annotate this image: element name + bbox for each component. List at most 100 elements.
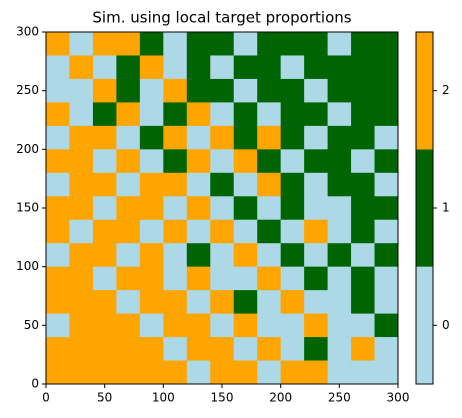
cell bbox=[257, 313, 282, 338]
cell bbox=[327, 78, 352, 103]
cell bbox=[139, 360, 164, 385]
cell bbox=[116, 55, 141, 80]
cell bbox=[374, 219, 399, 244]
cell bbox=[304, 219, 329, 244]
cell bbox=[233, 337, 258, 362]
cell bbox=[163, 55, 188, 80]
cell bbox=[233, 32, 258, 56]
cell bbox=[69, 337, 94, 362]
cell bbox=[163, 243, 188, 268]
cell bbox=[92, 102, 117, 127]
cell bbox=[69, 219, 94, 244]
cell bbox=[92, 78, 117, 103]
cell bbox=[69, 266, 94, 291]
cell bbox=[210, 219, 235, 244]
cell bbox=[116, 102, 141, 127]
cell bbox=[69, 290, 94, 315]
cell bbox=[46, 149, 70, 174]
cell bbox=[304, 172, 329, 197]
y-tick-label: 50 bbox=[24, 318, 39, 332]
cell bbox=[280, 290, 305, 315]
cell bbox=[69, 55, 94, 80]
cell bbox=[280, 337, 305, 362]
cell bbox=[257, 360, 282, 385]
cell bbox=[210, 337, 235, 362]
cell bbox=[257, 172, 282, 197]
cell bbox=[374, 196, 399, 221]
x-tick-label: 300 bbox=[387, 391, 410, 405]
cell bbox=[116, 290, 141, 315]
cell bbox=[163, 219, 188, 244]
cell bbox=[163, 32, 188, 56]
colorbar-tick-label: 0 bbox=[442, 318, 450, 332]
cell bbox=[92, 32, 117, 56]
cell bbox=[163, 313, 188, 338]
cell bbox=[116, 243, 141, 268]
cell bbox=[374, 78, 399, 103]
cell bbox=[46, 102, 70, 127]
cell bbox=[210, 243, 235, 268]
cell bbox=[351, 337, 376, 362]
cell bbox=[257, 78, 282, 103]
cell bbox=[210, 313, 235, 338]
cell bbox=[186, 32, 211, 56]
cell bbox=[351, 125, 376, 150]
cell bbox=[233, 219, 258, 244]
cell bbox=[163, 266, 188, 291]
cell bbox=[116, 196, 141, 221]
cell bbox=[280, 32, 305, 56]
cell bbox=[46, 219, 70, 244]
cell bbox=[139, 125, 164, 150]
cell bbox=[233, 196, 258, 221]
cell bbox=[280, 125, 305, 150]
cell bbox=[210, 78, 235, 103]
cell bbox=[92, 125, 117, 150]
cell bbox=[280, 243, 305, 268]
cell bbox=[374, 102, 399, 127]
cell bbox=[280, 219, 305, 244]
cell bbox=[186, 219, 211, 244]
cell bbox=[257, 55, 282, 80]
cell bbox=[304, 78, 329, 103]
cell bbox=[116, 266, 141, 291]
cell bbox=[46, 172, 70, 197]
cell bbox=[92, 243, 117, 268]
cell bbox=[351, 78, 376, 103]
cell bbox=[374, 290, 399, 315]
cell bbox=[46, 55, 70, 80]
cell bbox=[186, 172, 211, 197]
cell bbox=[92, 55, 117, 80]
cell bbox=[139, 55, 164, 80]
cell bbox=[92, 172, 117, 197]
cell bbox=[327, 102, 352, 127]
cell bbox=[233, 125, 258, 150]
cell bbox=[186, 266, 211, 291]
cell bbox=[210, 266, 235, 291]
cell bbox=[233, 313, 258, 338]
cell bbox=[46, 360, 70, 385]
colorbar-segment bbox=[416, 32, 433, 150]
cell bbox=[304, 360, 329, 385]
cell bbox=[210, 102, 235, 127]
cell bbox=[46, 290, 70, 315]
cell bbox=[327, 290, 352, 315]
cell bbox=[163, 196, 188, 221]
cell bbox=[304, 196, 329, 221]
cell bbox=[139, 196, 164, 221]
cell bbox=[116, 360, 141, 385]
cell bbox=[92, 290, 117, 315]
cell bbox=[374, 55, 399, 80]
cell bbox=[327, 149, 352, 174]
cell bbox=[139, 32, 164, 56]
y-tick-label: 150 bbox=[16, 201, 39, 215]
cell bbox=[186, 102, 211, 127]
cell bbox=[186, 149, 211, 174]
cell bbox=[304, 290, 329, 315]
cell bbox=[374, 32, 399, 56]
cell bbox=[46, 78, 70, 103]
cell bbox=[186, 78, 211, 103]
cell bbox=[163, 360, 188, 385]
cell bbox=[46, 125, 70, 150]
cell bbox=[304, 125, 329, 150]
cell bbox=[327, 125, 352, 150]
